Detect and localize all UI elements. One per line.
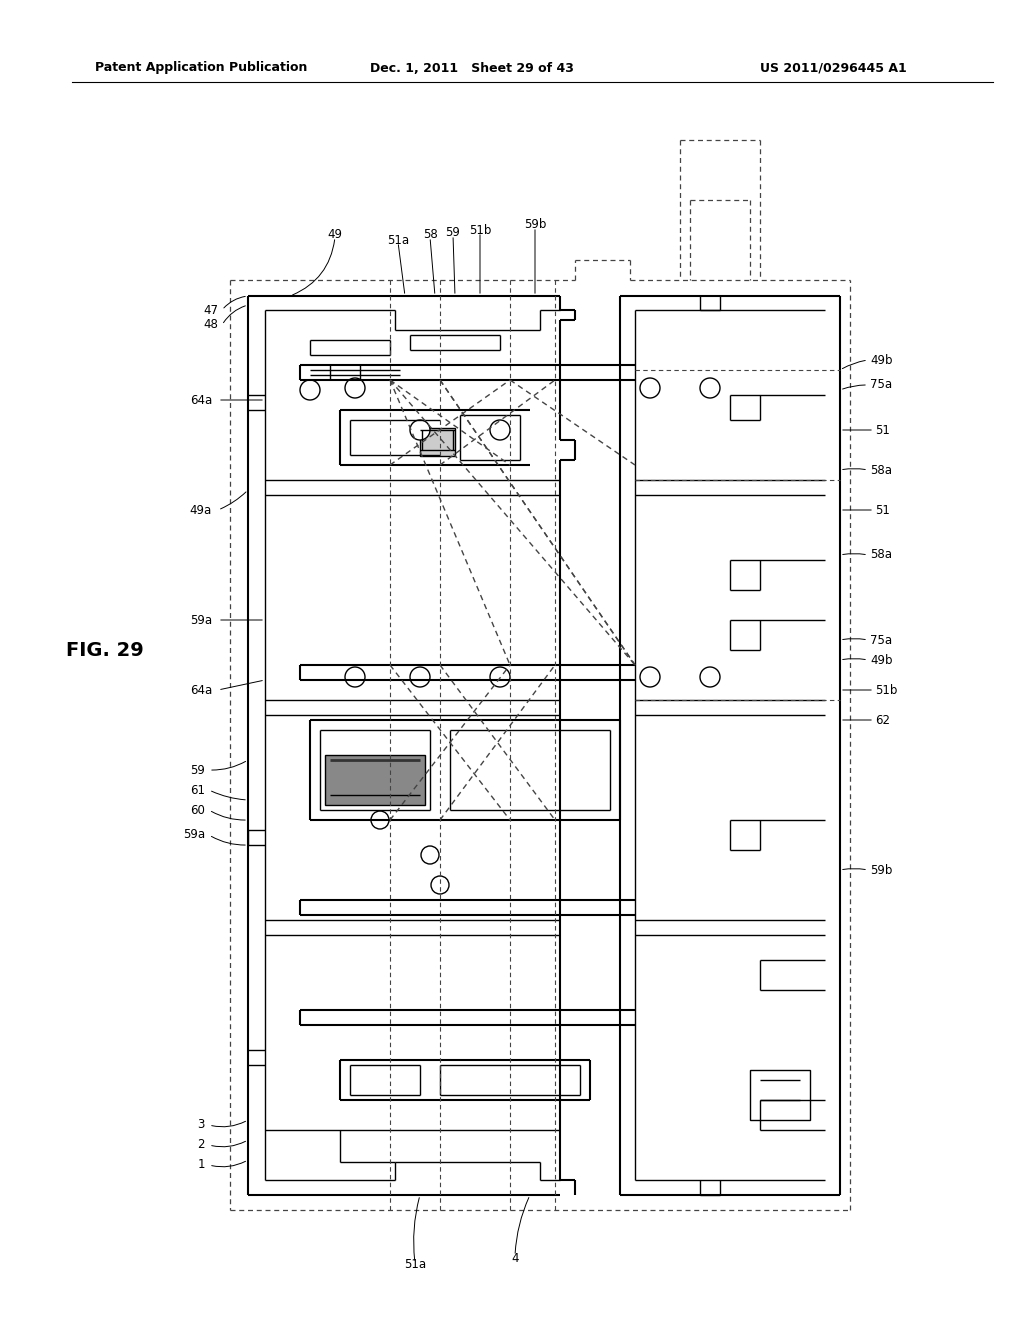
Text: 48: 48 [203,318,218,331]
Bar [420,428,455,455]
Text: 2: 2 [198,1138,205,1151]
Text: 64a: 64a [189,684,212,697]
Text: 47: 47 [203,304,218,317]
Text: 59: 59 [190,763,205,776]
Text: 51a: 51a [403,1258,426,1271]
Text: 59b: 59b [524,219,546,231]
Text: 49b: 49b [870,354,893,367]
Circle shape [490,667,510,686]
Text: 59: 59 [445,227,461,239]
Text: 49: 49 [328,228,342,242]
Circle shape [700,667,720,686]
Circle shape [431,876,449,894]
Text: 61: 61 [190,784,205,796]
Text: 58a: 58a [870,549,892,561]
Text: 60: 60 [190,804,205,817]
Text: 58a: 58a [870,463,892,477]
Circle shape [490,420,510,440]
Text: 51b: 51b [874,684,897,697]
Text: 51: 51 [874,503,890,516]
Text: 75a: 75a [870,634,892,647]
Text: 51b: 51b [469,223,492,236]
Text: 58: 58 [423,228,437,242]
Circle shape [640,378,660,399]
Text: 59a: 59a [183,829,205,842]
Bar [750,1071,810,1119]
Text: FIG. 29: FIG. 29 [67,640,144,660]
Circle shape [421,846,439,865]
Circle shape [345,667,365,686]
Text: 4: 4 [511,1251,519,1265]
Text: 75a: 75a [870,379,892,392]
Text: Dec. 1, 2011   Sheet 29 of 43: Dec. 1, 2011 Sheet 29 of 43 [370,62,573,74]
Circle shape [300,380,319,400]
Circle shape [371,810,389,829]
Text: 59a: 59a [189,614,212,627]
Text: 49b: 49b [870,653,893,667]
Text: 59b: 59b [870,863,892,876]
Text: 51a: 51a [387,234,409,247]
Text: 3: 3 [198,1118,205,1131]
Circle shape [700,378,720,399]
Circle shape [640,667,660,686]
Text: 51: 51 [874,424,890,437]
Text: 1: 1 [198,1159,205,1172]
Text: 62: 62 [874,714,890,726]
Circle shape [345,378,365,399]
Text: Patent Application Publication: Patent Application Publication [95,62,307,74]
Text: 49a: 49a [189,503,212,516]
Bar [325,755,425,805]
Text: US 2011/0296445 A1: US 2011/0296445 A1 [760,62,906,74]
Circle shape [410,667,430,686]
Text: 64a: 64a [189,393,212,407]
Circle shape [410,420,430,440]
